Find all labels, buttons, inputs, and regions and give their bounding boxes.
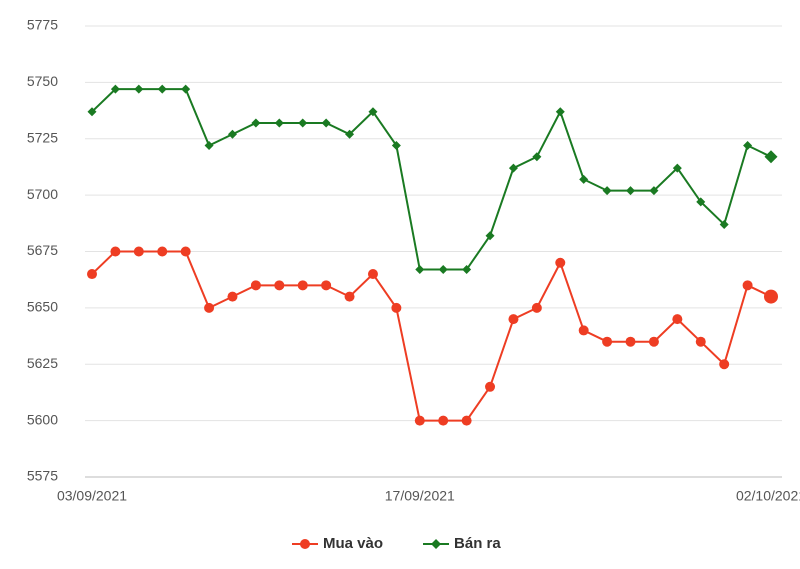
point	[578, 325, 589, 336]
x-tick-label: 02/10/2021	[736, 488, 800, 504]
point	[414, 415, 425, 426]
point	[532, 152, 542, 162]
point	[180, 246, 191, 257]
point	[133, 246, 144, 257]
point	[461, 415, 472, 426]
point	[742, 280, 753, 291]
legend-item: Bán ra	[423, 535, 501, 552]
point	[227, 291, 238, 302]
point	[321, 280, 332, 291]
x-tick-label: 03/09/2021	[57, 488, 127, 504]
point	[626, 186, 636, 196]
point	[696, 197, 706, 207]
point	[555, 257, 566, 268]
point	[297, 280, 308, 291]
point	[367, 269, 378, 280]
point	[719, 219, 729, 229]
y-tick-label: 5600	[27, 411, 58, 427]
y-tick-label: 5775	[27, 17, 58, 33]
y-tick-label: 5650	[27, 299, 58, 315]
point	[649, 186, 659, 196]
point	[110, 246, 121, 257]
point	[250, 280, 261, 291]
point	[345, 129, 355, 139]
point	[344, 291, 355, 302]
point	[764, 289, 778, 304]
point	[438, 265, 448, 275]
point	[485, 231, 495, 241]
point	[227, 129, 237, 139]
point	[368, 107, 378, 117]
point	[391, 302, 402, 313]
point	[251, 118, 261, 128]
point	[274, 118, 284, 128]
point	[87, 107, 97, 117]
point	[87, 269, 97, 280]
point	[719, 359, 730, 370]
series-line	[91, 250, 772, 422]
y-tick-label: 5700	[27, 186, 58, 202]
point	[743, 141, 753, 151]
point	[321, 118, 331, 128]
series-line	[91, 88, 772, 271]
y-tick-label: 5750	[27, 73, 58, 89]
point	[672, 163, 682, 173]
point	[274, 280, 285, 291]
point	[602, 186, 612, 196]
point	[579, 174, 589, 184]
legend-label: Bán ra	[454, 535, 501, 552]
y-tick-label: 5725	[27, 129, 58, 145]
point	[625, 336, 636, 347]
point	[648, 336, 659, 347]
point	[764, 150, 778, 164]
point	[181, 84, 191, 94]
point	[157, 246, 168, 257]
point	[204, 141, 214, 151]
point	[602, 336, 613, 347]
point	[438, 415, 449, 426]
x-tick-label: 17/09/2021	[385, 488, 455, 504]
legend-marker	[431, 539, 442, 549]
point	[485, 381, 496, 392]
point	[391, 141, 401, 151]
point	[508, 163, 518, 173]
point	[555, 107, 565, 117]
point	[462, 265, 472, 275]
point	[298, 118, 308, 128]
point	[672, 314, 683, 325]
point	[204, 302, 215, 313]
legend-item: Mua vào	[292, 535, 383, 552]
y-tick-label: 5675	[27, 242, 58, 258]
point	[110, 84, 120, 94]
point	[531, 302, 542, 313]
point	[415, 265, 425, 275]
point	[508, 314, 519, 325]
legend-label: Mua vào	[323, 535, 383, 552]
legend-marker	[300, 539, 310, 549]
y-tick-label: 5575	[27, 468, 58, 484]
point	[134, 84, 144, 94]
y-tick-label: 5625	[27, 355, 58, 371]
point	[157, 84, 167, 94]
point	[695, 336, 706, 347]
